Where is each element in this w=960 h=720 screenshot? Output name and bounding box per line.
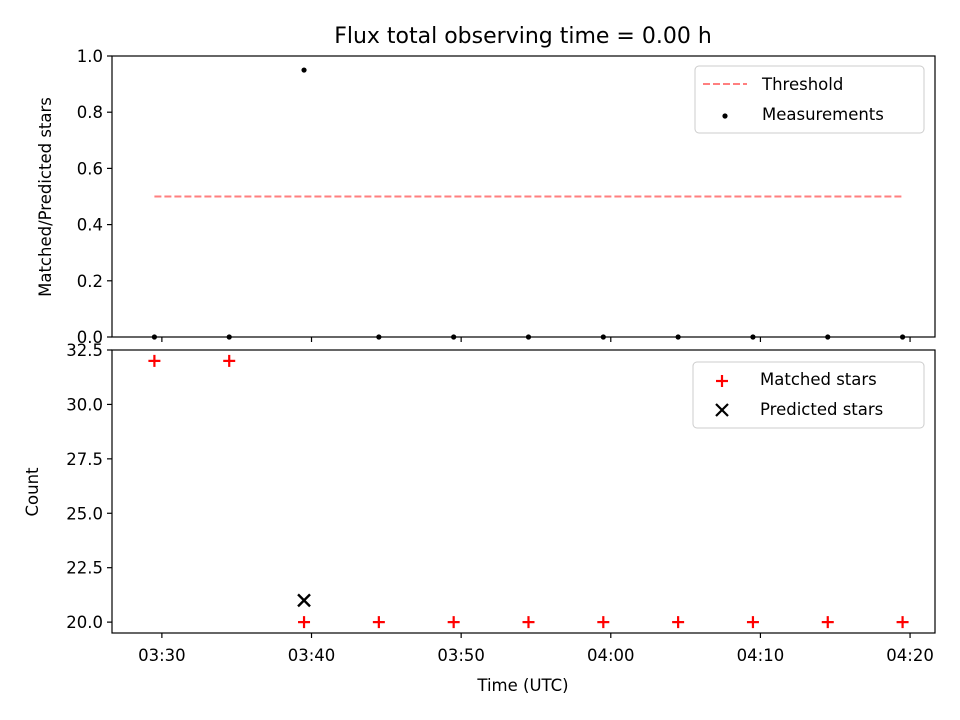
top-y-tick-label: 0.0	[77, 328, 103, 347]
x-tick-label: 04:00	[587, 646, 635, 665]
top-y-axis-label: Matched/Predicted stars	[36, 97, 55, 297]
chart-title: Flux total observing time = 0.00 h	[334, 24, 712, 49]
legend-predicted-label: Predicted stars	[760, 400, 883, 419]
bottom-y-tick-label: 20.0	[66, 613, 103, 632]
legend-predicted-swatch	[715, 403, 729, 417]
bottom-y-tick-label: 25.0	[66, 504, 103, 523]
bottom-y-tick-label: 22.5	[66, 559, 103, 578]
top-y-tick-label: 0.4	[77, 216, 103, 235]
x-tick-label: 03:50	[437, 646, 485, 665]
matched-star-point	[597, 616, 610, 629]
matched-star-point	[148, 354, 161, 367]
matched-star-point	[447, 616, 460, 629]
matched-star-point	[672, 616, 685, 629]
x-tick-label: 03:40	[288, 646, 336, 665]
matched-star-point	[372, 616, 385, 629]
legend-measurements-label: Measurements	[762, 105, 884, 124]
matched-star-point	[522, 616, 535, 629]
bottom-plot-area	[148, 354, 909, 629]
matched-star-point	[298, 616, 311, 629]
x-axis-label: Time (UTC)	[476, 676, 568, 695]
matched-star-point	[746, 616, 759, 629]
top-legend-box	[694, 65, 925, 134]
legend-matched-swatch	[716, 375, 728, 387]
bottom-y-tick-label: 27.5	[66, 450, 103, 469]
x-tick-label: 03:30	[138, 646, 186, 665]
bottom-y-tick-label: 32.5	[66, 341, 103, 360]
bottom-y-ticks: 20.0 22.5 25.0 27.5 30.0 32.5	[66, 341, 112, 632]
measurement-point	[301, 67, 307, 73]
predicted-star-point	[297, 593, 311, 608]
x-tick-label: 04:10	[737, 646, 785, 665]
legend-threshold-label: Threshold	[761, 75, 843, 94]
bottom-y-tick-label: 30.0	[66, 395, 103, 414]
top-panel-frame	[111, 55, 936, 338]
top-legend: Threshold Measurements	[694, 65, 925, 134]
top-y-tick-label: 0.8	[77, 103, 103, 122]
matched-star-point	[896, 616, 909, 629]
top-y-tick-label: 0.2	[77, 272, 103, 291]
matched-star-point	[223, 354, 236, 367]
top-y-tick-label: 1.0	[77, 47, 103, 66]
legend-measurements-swatch	[722, 113, 728, 119]
bottom-legend: Matched stars Predicted stars	[692, 361, 925, 429]
bottom-x-ticks: 03:30 03:40 03:50 04:00 04:10 04:20	[138, 633, 934, 665]
top-y-tick-label: 0.6	[77, 159, 103, 178]
legend-matched-label: Matched stars	[760, 370, 877, 389]
bottom-legend-box	[692, 361, 925, 429]
top-panel: 0.0 0.2 0.4 0.6 0.8 1.0 Matched/Predicted sta…	[36, 47, 936, 347]
bottom-panel-frame	[111, 349, 936, 634]
bottom-y-axis-label: Count	[23, 467, 42, 517]
bottom-panel: 20.0 22.5 25.0 27.5 30.0 32.5 03:30 03:40 03:50…	[23, 341, 936, 695]
matched-star-point	[821, 616, 834, 629]
x-tick-label: 04:20	[886, 646, 934, 665]
top-y-ticks: 0.0 0.2 0.4 0.6 0.8 1.0	[77, 47, 112, 347]
